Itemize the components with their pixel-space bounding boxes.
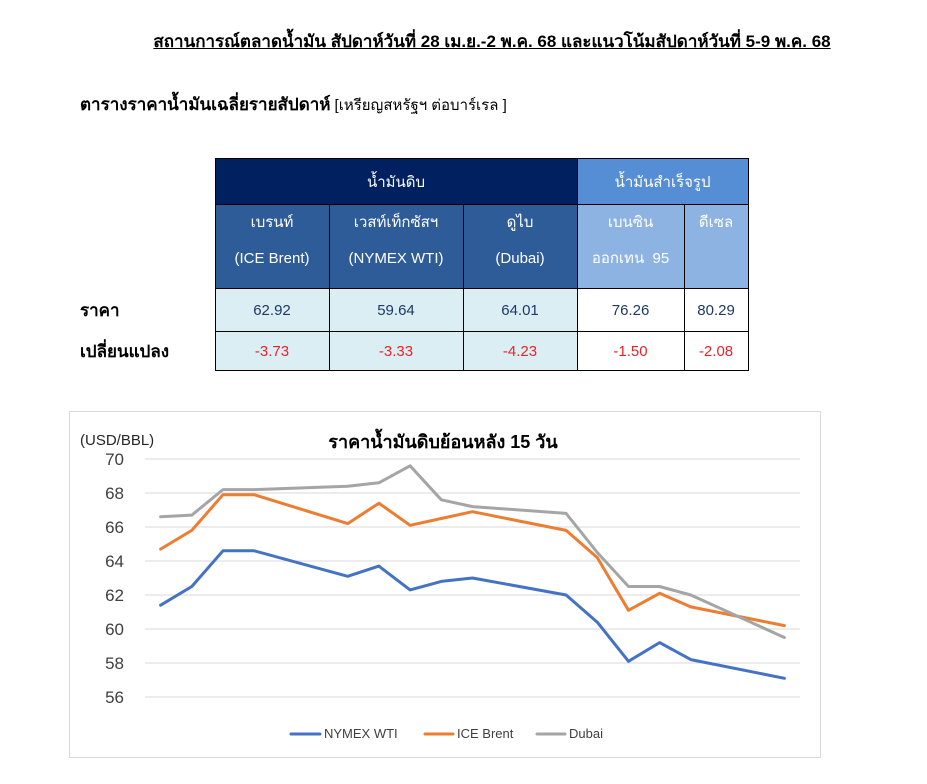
y-tick-label-68: 68 [105,484,124,503]
y-tick-label-62: 62 [105,586,124,605]
column-header-gasoline-octane: ออกเทน 95 [591,250,670,267]
column-header-dubai-code: (Dubai) [495,250,545,267]
table-caption: ตารางราคาน้ำมันเฉลี่ยรายสัปดาห์ [เหรียญสห… [80,91,507,118]
legend-label-dubai: Dubai [569,726,603,741]
legend-item-dubai: Dubai [535,726,603,741]
series-line-nymex-wti [159,549,786,680]
y-tick-label-56: 56 [105,688,124,707]
row-label-price: ราคา [80,300,120,320]
change-dubai: -4.23 [462,331,578,371]
table-caption-unit: [เหรียญสหรัฐฯ ต่อบาร์เรล ] [334,97,507,114]
column-header-brent-code: (ICE Brent) [234,250,310,267]
price-wti: 59.64 [328,288,464,332]
series-line-dubai [159,464,786,639]
table-caption-title: ตารางราคาน้ำมันเฉลี่ยรายสัปดาห์ [80,95,331,114]
series-line-ice-brent [159,493,786,628]
column-header-wti-code: (NYMEX WTI) [348,250,444,267]
y-tick-label-66: 66 [105,518,124,537]
y-tick-label-64: 64 [105,552,124,571]
column-header-wti-name: เวสท์เท็กซัสฯ [353,214,439,231]
column-header-brent: เบรนท์ (ICE Brent) [214,204,330,289]
y-tick-label-58: 58 [105,654,124,673]
change-wti: -3.33 [328,331,464,371]
chart-panel: 70 68 66 64 62 60 58 56 (USD/BBL) ราคาน้ำมันดิบ… [69,411,821,758]
column-header-wti: เวสท์เท็กซัสฯ (NYMEX WTI) [328,204,464,289]
change-diesel: -2.08 [683,331,749,371]
column-header-brent-name: เบรนท์ [250,214,294,231]
price-table: น้ำมันดิบ น้ำมันสำเร็จรูป เบรนท์ (ICE Br… [72,158,749,371]
column-header-dubai: ดูไบ (Dubai) [462,204,578,289]
y-axis-ticks: 70 68 66 64 62 60 58 56 [105,450,124,707]
legend-label-brent: ICE Brent [457,726,514,741]
crude-price-line-chart: 70 68 66 64 62 60 58 56 (USD/BBL) ราคาน้ำมันดิบ… [80,428,800,741]
column-header-gasoline-name: เบนซิน [607,214,654,231]
group-header-refined-oil: น้ำมันสำเร็จรูป [576,158,749,205]
column-header-dubai-name: ดูไบ [506,214,534,231]
column-header-gasoline-95: เบนซิน ออกเทน 95 [576,204,685,289]
table-group-header-row: น้ำมันดิบ น้ำมันสำเร็จรูป [72,158,749,205]
y-tick-label-70: 70 [105,450,124,469]
series-layer [159,464,786,680]
page-title-container: สถานการณ์ตลาดน้ำมัน สัปดาห์วันที่ 28 เม.… [60,28,924,54]
legend-item-wti: NYMEX WTI [289,726,398,741]
table-corner-cell [72,205,215,289]
price-diesel: 80.29 [683,288,749,332]
y-tick-label-60: 60 [105,620,124,639]
change-gasoline-95: -1.50 [576,331,685,371]
grid-layer [145,458,800,698]
y-axis-label: (USD/BBL) [80,432,154,449]
table-corner-cell [72,159,215,205]
column-header-diesel-name: ดีเซล [698,214,734,231]
chart-title: ราคาน้ำมันดิบย้อนหลัง 15 วัน [328,428,558,452]
legend: NYMEX WTI ICE Brent Dubai [289,726,603,741]
table-row-change: เปลี่ยนแปลง -3.73 -3.33 -4.23 -1.50 -2.0… [72,331,749,371]
table-row-price: ราคา 62.92 59.64 64.01 76.26 80.29 [72,288,749,332]
page-title: สถานการณ์ตลาดน้ำมัน สัปดาห์วันที่ 28 เม.… [153,31,831,51]
legend-item-brent: ICE Brent [423,726,514,741]
table-column-header-row: เบรนท์ (ICE Brent) เวสท์เท็กซัสฯ (NYMEX … [72,204,749,289]
price-gasoline-95: 76.26 [576,288,685,332]
price-brent: 62.92 [214,288,330,332]
row-label-change: เปลี่ยนแปลง [80,341,170,361]
change-brent: -3.73 [214,331,330,371]
group-header-crude-oil: น้ำมันดิบ [214,158,578,205]
column-header-diesel: ดีเซล [683,204,749,289]
price-dubai: 64.01 [462,288,578,332]
legend-label-wti: NYMEX WTI [324,726,398,741]
